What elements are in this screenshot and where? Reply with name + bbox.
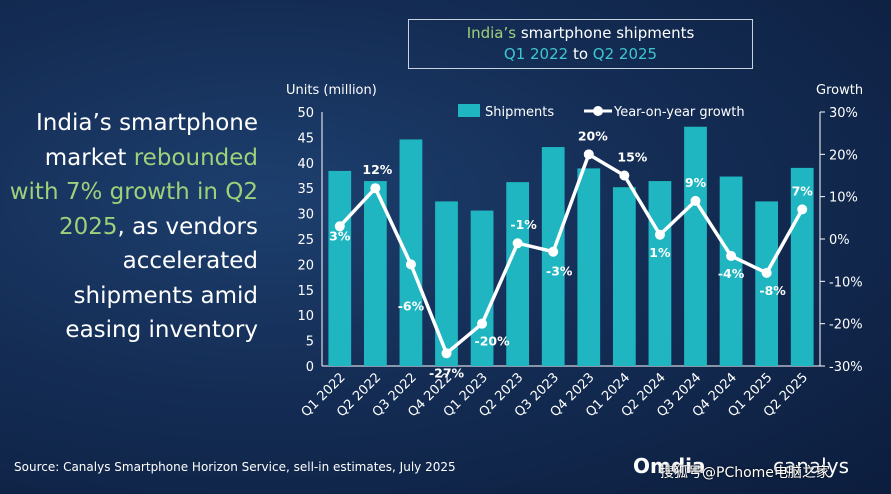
watermark-text: 搜狐号@PChome电脑之家	[660, 465, 830, 481]
growth-point	[370, 183, 381, 194]
shipments-bar	[684, 126, 707, 367]
right-tick-label: -30%	[829, 360, 863, 375]
shipments-bar	[577, 168, 601, 366]
logos: Omdia canalys	[633, 450, 885, 484]
growth-point	[619, 170, 630, 181]
legend-growth-label: Year-on-year growth	[613, 105, 745, 120]
growth-data-label: -8%	[759, 283, 786, 298]
growth-point	[405, 259, 416, 270]
chart-title-line2: Q1 2022 to Q2 2025	[503, 45, 658, 63]
growth-data-label: 1%	[649, 245, 671, 260]
right-tick-label: 10%	[829, 191, 858, 206]
chart-title-box: India’s smartphone shipments Q1 2022 to …	[408, 19, 753, 69]
source-note: Source: Canalys Smartphone Horizon Servi…	[14, 460, 456, 474]
right-tick-label: -20%	[829, 318, 863, 333]
growth-point	[654, 229, 665, 240]
left-tick-label: 15	[297, 284, 314, 299]
shipments-bar	[648, 181, 672, 366]
left-tick-label: 0	[306, 360, 314, 375]
growth-point	[690, 195, 701, 206]
legend-growth-marker	[593, 106, 603, 116]
shipments-bar	[506, 182, 530, 366]
canalys-logo: canalys	[773, 454, 849, 478]
growth-point	[797, 204, 808, 215]
shipments-bar	[719, 176, 743, 366]
growth-data-label: 3%	[329, 228, 351, 243]
shipments-bar	[612, 187, 636, 366]
left-tick-label: 30	[297, 208, 314, 223]
growth-point	[583, 149, 594, 160]
growth-data-label: 20%	[578, 128, 608, 143]
growth-line	[338, 152, 804, 356]
left-axis-title: Units (million)	[286, 83, 377, 98]
growth-point	[477, 318, 488, 329]
growth-data-label: 7%	[792, 183, 814, 198]
shipments-bar	[399, 139, 423, 366]
left-tick-label: 50	[297, 106, 314, 121]
growth-data-label: 12%	[362, 162, 392, 177]
left-tick-label: 20	[297, 258, 314, 273]
growth-point	[761, 267, 772, 278]
legend-shipments-label: Shipments	[485, 105, 554, 120]
right-tick-label: 20%	[829, 148, 858, 163]
growth-point	[548, 246, 559, 257]
omdia-logo: Omdia	[633, 454, 706, 478]
right-axis-title: Growth	[816, 83, 863, 98]
right-tick-label: 0%	[829, 233, 850, 248]
left-tick-label: 10	[297, 309, 314, 324]
shipments-bar	[435, 201, 458, 366]
right-tick-label: 30%	[829, 106, 858, 121]
left-tick-label: 35	[297, 182, 314, 197]
growth-data-label: -1%	[510, 217, 537, 232]
left-tick-label: 25	[297, 233, 314, 248]
shipments-bar	[755, 201, 779, 366]
left-tick-label: 40	[297, 157, 314, 172]
growth-point	[512, 238, 523, 249]
growth-data-label: -27%	[429, 365, 465, 380]
right-tick-label: -10%	[829, 275, 863, 290]
growth-data-label: -20%	[475, 334, 511, 349]
growth-data-label: -3%	[546, 264, 573, 279]
headline-text: India’s smartphone market rebounded with…	[9, 110, 258, 343]
legend-shipments-swatch	[458, 104, 480, 117]
left-tick-label: 5	[306, 335, 314, 350]
left-tick-label: 45	[297, 131, 314, 146]
growth-data-label: 15%	[617, 150, 647, 165]
shipments-bar	[363, 181, 387, 366]
growth-data-label: -4%	[718, 266, 745, 281]
growth-point	[726, 250, 737, 261]
growth-point	[441, 348, 452, 359]
growth-data-label: -6%	[398, 298, 425, 313]
growth-point	[334, 221, 345, 232]
chart-title-line1: India’s smartphone shipments	[466, 24, 695, 42]
shipments-bar	[328, 170, 352, 366]
growth-data-label: 9%	[685, 175, 707, 190]
